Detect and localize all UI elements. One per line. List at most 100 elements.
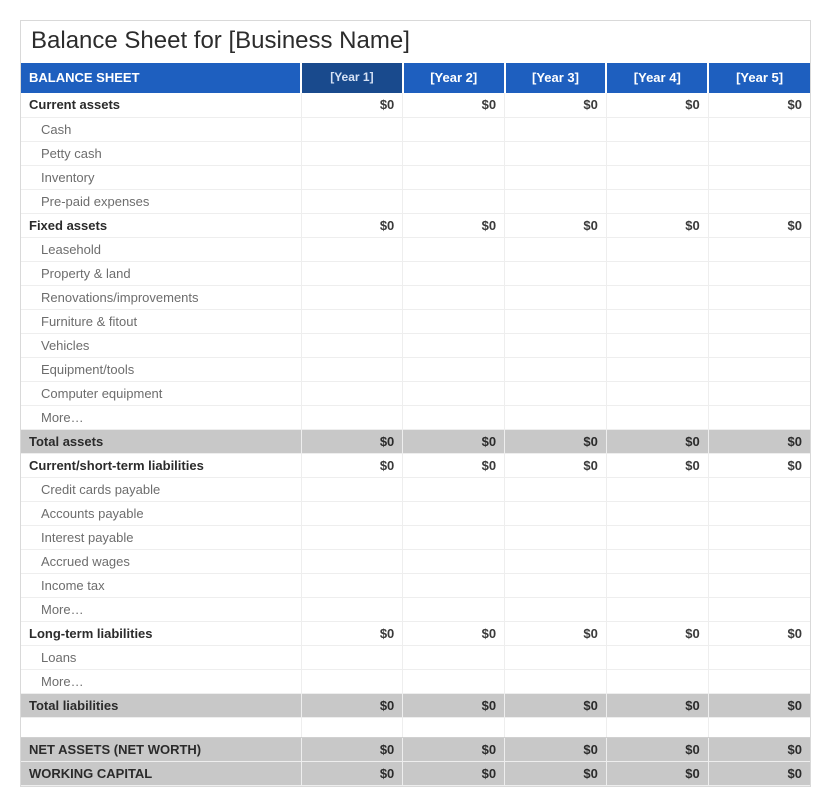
table-row: Credit cards payable xyxy=(21,477,810,501)
table-row: Vehicles xyxy=(21,333,810,357)
row-value xyxy=(708,645,810,669)
row-value xyxy=(606,573,708,597)
row-value xyxy=(606,477,708,501)
row-value: $0 xyxy=(403,737,505,761)
table-row: Cash xyxy=(21,117,810,141)
table-row: More… xyxy=(21,597,810,621)
row-value xyxy=(505,669,607,693)
row-value xyxy=(505,357,607,381)
row-value: $0 xyxy=(708,213,810,237)
row-label: Loans xyxy=(21,645,301,669)
row-value xyxy=(403,189,505,213)
row-value xyxy=(403,309,505,333)
spacer-cell xyxy=(606,717,708,737)
row-value xyxy=(708,357,810,381)
row-value xyxy=(505,381,607,405)
row-value: $0 xyxy=(606,693,708,717)
balance-sheet: Balance Sheet for [Business Name] BALANC… xyxy=(20,20,811,787)
row-label: Petty cash xyxy=(21,141,301,165)
row-value xyxy=(505,117,607,141)
row-value xyxy=(301,525,403,549)
header-label: BALANCE SHEET xyxy=(21,63,301,93)
row-value: $0 xyxy=(505,737,607,761)
row-label: WORKING CAPITAL xyxy=(21,761,301,785)
row-value xyxy=(505,645,607,669)
table-row: More… xyxy=(21,669,810,693)
row-value xyxy=(708,141,810,165)
row-value xyxy=(606,165,708,189)
table-row: Income tax xyxy=(21,573,810,597)
row-label: Fixed assets xyxy=(21,213,301,237)
row-value xyxy=(403,165,505,189)
row-label: Accrued wages xyxy=(21,549,301,573)
row-label: Income tax xyxy=(21,573,301,597)
row-value xyxy=(403,597,505,621)
row-label: Renovations/improvements xyxy=(21,285,301,309)
spacer-cell xyxy=(403,717,505,737)
row-value xyxy=(403,645,505,669)
row-value xyxy=(708,309,810,333)
table-row: NET ASSETS (NET WORTH)$0$0$0$0$0 xyxy=(21,737,810,761)
row-value xyxy=(301,189,403,213)
row-value xyxy=(301,357,403,381)
table-row: Accounts payable xyxy=(21,501,810,525)
row-value xyxy=(505,333,607,357)
row-label: Cash xyxy=(21,117,301,141)
row-label: Pre-paid expenses xyxy=(21,189,301,213)
row-value xyxy=(708,189,810,213)
row-value: $0 xyxy=(505,429,607,453)
page-title: Balance Sheet for [Business Name] xyxy=(21,21,810,63)
row-value xyxy=(708,165,810,189)
table-row: Leasehold xyxy=(21,237,810,261)
table-row: Long-term liabilities$0$0$0$0$0 xyxy=(21,621,810,645)
row-value xyxy=(403,501,505,525)
row-value xyxy=(403,477,505,501)
table-row: Furniture & fitout xyxy=(21,309,810,333)
row-value xyxy=(505,549,607,573)
row-value xyxy=(606,261,708,285)
row-value xyxy=(403,357,505,381)
row-label: More… xyxy=(21,669,301,693)
row-value: $0 xyxy=(301,621,403,645)
row-value: $0 xyxy=(403,761,505,785)
row-value xyxy=(606,381,708,405)
row-value: $0 xyxy=(403,693,505,717)
row-label: Current/short-term liabilities xyxy=(21,453,301,477)
row-value: $0 xyxy=(505,213,607,237)
row-value xyxy=(301,237,403,261)
table-row: Interest payable xyxy=(21,525,810,549)
row-label: More… xyxy=(21,597,301,621)
row-value xyxy=(301,261,403,285)
row-value: $0 xyxy=(403,621,505,645)
spacer-cell xyxy=(21,717,301,737)
row-label: Leasehold xyxy=(21,237,301,261)
row-value xyxy=(606,357,708,381)
row-value xyxy=(606,549,708,573)
row-value xyxy=(606,669,708,693)
row-value xyxy=(301,117,403,141)
row-value xyxy=(505,261,607,285)
row-value: $0 xyxy=(301,429,403,453)
row-label: Current assets xyxy=(21,93,301,117)
spacer-cell xyxy=(505,717,607,737)
row-label: Long-term liabilities xyxy=(21,621,301,645)
row-value: $0 xyxy=(708,429,810,453)
table-row: Computer equipment xyxy=(21,381,810,405)
row-value: $0 xyxy=(606,737,708,761)
row-value xyxy=(606,597,708,621)
row-value xyxy=(301,669,403,693)
row-value xyxy=(403,669,505,693)
row-value xyxy=(606,141,708,165)
row-value xyxy=(403,381,505,405)
header-year-4: [Year 4] xyxy=(606,63,708,93)
row-value: $0 xyxy=(301,737,403,761)
row-value xyxy=(505,501,607,525)
row-value: $0 xyxy=(708,737,810,761)
row-value: $0 xyxy=(505,761,607,785)
table-row: Inventory xyxy=(21,165,810,189)
row-label: Property & land xyxy=(21,261,301,285)
row-value xyxy=(403,261,505,285)
table-row: Equipment/tools xyxy=(21,357,810,381)
row-value: $0 xyxy=(505,693,607,717)
row-value: $0 xyxy=(606,429,708,453)
